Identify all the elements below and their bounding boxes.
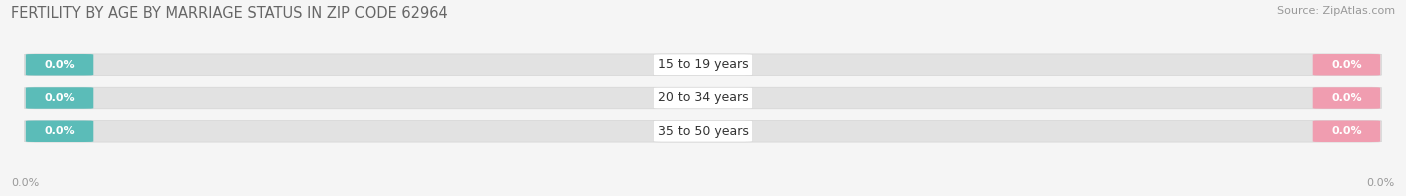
Text: 0.0%: 0.0% [44, 126, 75, 136]
Text: 0.0%: 0.0% [1331, 126, 1362, 136]
FancyBboxPatch shape [24, 121, 1382, 142]
Text: 35 to 50 years: 35 to 50 years [658, 125, 748, 138]
FancyBboxPatch shape [25, 121, 93, 142]
Text: 0.0%: 0.0% [44, 60, 75, 70]
FancyBboxPatch shape [654, 87, 752, 109]
FancyBboxPatch shape [25, 54, 93, 75]
Text: Source: ZipAtlas.com: Source: ZipAtlas.com [1277, 6, 1395, 16]
FancyBboxPatch shape [24, 87, 1382, 109]
Text: FERTILITY BY AGE BY MARRIAGE STATUS IN ZIP CODE 62964: FERTILITY BY AGE BY MARRIAGE STATUS IN Z… [11, 6, 449, 21]
FancyBboxPatch shape [1313, 54, 1381, 75]
FancyBboxPatch shape [654, 121, 752, 142]
FancyBboxPatch shape [654, 54, 752, 75]
Text: 0.0%: 0.0% [11, 178, 39, 188]
Text: 0.0%: 0.0% [1331, 93, 1362, 103]
Text: 0.0%: 0.0% [44, 93, 75, 103]
Text: 15 to 19 years: 15 to 19 years [658, 58, 748, 71]
Text: 20 to 34 years: 20 to 34 years [658, 92, 748, 104]
FancyBboxPatch shape [25, 87, 93, 109]
Text: 0.0%: 0.0% [1367, 178, 1395, 188]
FancyBboxPatch shape [1313, 87, 1381, 109]
Text: 0.0%: 0.0% [1331, 60, 1362, 70]
FancyBboxPatch shape [24, 54, 1382, 75]
FancyBboxPatch shape [1313, 121, 1381, 142]
Legend: Married, Unmarried: Married, Unmarried [621, 193, 785, 196]
